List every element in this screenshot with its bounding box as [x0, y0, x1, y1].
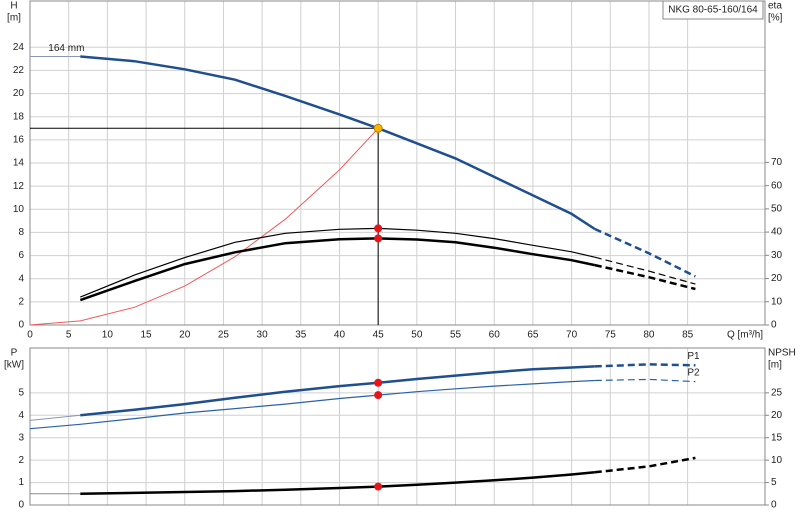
y-tick-label: 2	[18, 455, 24, 466]
curve	[29, 127, 379, 326]
y2-tick-label: 0	[771, 320, 777, 331]
curve-label: P2	[687, 367, 700, 378]
y-tick-label: 20	[13, 88, 25, 99]
y2-tick-label: 20	[771, 273, 783, 284]
y-tick-label: 10	[13, 204, 25, 215]
x-tick-label: 85	[682, 330, 694, 341]
curve-label: 164 mm	[48, 43, 84, 54]
operating-point	[374, 378, 383, 387]
x-axis-label: Q [m³/h]	[727, 330, 763, 341]
x-tick-label: 30	[257, 330, 269, 341]
operating-point	[374, 224, 383, 233]
y2-tick-label: 0	[771, 500, 777, 511]
y2-tick-label: 20	[771, 410, 783, 421]
y-tick-label: 16	[13, 134, 25, 145]
y-axis-label: P	[11, 348, 18, 359]
x-tick-label: 75	[605, 330, 617, 341]
x-tick-label: 70	[566, 330, 578, 341]
y-tick-label: 0	[18, 320, 24, 331]
curve-label: P1	[687, 351, 700, 362]
y-tick-label: 4	[18, 410, 24, 421]
curve	[594, 256, 696, 285]
x-tick-label: 15	[140, 330, 152, 341]
y-tick-label: 14	[13, 158, 25, 169]
y2-tick-label: 50	[771, 204, 783, 215]
x-tick-label: 35	[295, 330, 307, 341]
y-axis-unit: [kW]	[4, 360, 24, 371]
y2-tick-label: 15	[771, 432, 783, 443]
y2-tick-label: 5	[771, 477, 777, 488]
x-tick-label: 20	[179, 330, 191, 341]
operating-point	[373, 123, 383, 133]
curve	[29, 379, 595, 430]
y2-tick-label: 10	[771, 455, 783, 466]
y-tick-label: 6	[18, 250, 24, 261]
x-tick-label: 40	[334, 330, 346, 341]
x-tick-label: 25	[218, 330, 230, 341]
operating-point	[374, 391, 383, 400]
y-tick-label: 22	[13, 65, 25, 76]
y2-axis-label: eta	[768, 1, 782, 12]
y2-tick-label: 70	[771, 157, 783, 168]
title-box	[662, 0, 764, 20]
y2-axis-unit: [%]	[768, 13, 783, 24]
y-axis-label: H	[10, 1, 17, 12]
operating-point	[374, 482, 383, 491]
x-tick-label: 45	[373, 330, 385, 341]
y-tick-label: 2	[18, 296, 24, 307]
y-tick-label: 0	[18, 500, 24, 511]
y2-tick-label: 40	[771, 227, 783, 238]
x-tick-label: 0	[27, 330, 33, 341]
y-tick-label: 3	[18, 432, 24, 443]
y2-tick-label: 25	[771, 387, 783, 398]
y-tick-label: 8	[18, 227, 24, 238]
x-tick-label: 50	[411, 330, 423, 341]
plot-frame	[29, 347, 766, 506]
y-tick-label: 4	[18, 273, 24, 284]
y-axis-unit: [m]	[7, 13, 21, 24]
y2-axis-label: NPSH	[768, 348, 796, 359]
y2-axis-unit: [m]	[768, 360, 782, 371]
y2-tick-label: 30	[771, 250, 783, 261]
x-tick-label: 5	[66, 330, 72, 341]
curve	[594, 263, 696, 291]
curve	[29, 414, 81, 421]
x-tick-label: 55	[450, 330, 462, 341]
y-tick-label: 24	[13, 42, 25, 53]
x-tick-label: 60	[489, 330, 501, 341]
y-tick-label: 1	[18, 477, 24, 488]
y-tick-label: 5	[18, 387, 24, 398]
y2-tick-label: 60	[771, 180, 783, 191]
y2-tick-label: 10	[771, 296, 783, 307]
plot-frame	[29, 0, 766, 326]
y-tick-label: 12	[13, 181, 25, 192]
curve	[594, 227, 696, 278]
y-tick-label: 18	[13, 111, 25, 122]
x-tick-label: 80	[643, 330, 655, 341]
operating-point	[374, 234, 383, 243]
x-tick-label: 65	[527, 330, 539, 341]
chart-title: NKG 80-65-160/164	[668, 5, 758, 16]
x-tick-label: 10	[102, 330, 114, 341]
